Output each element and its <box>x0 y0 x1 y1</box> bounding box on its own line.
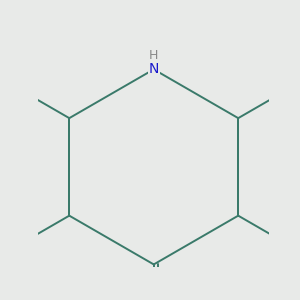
Text: H: H <box>149 49 158 62</box>
Text: N: N <box>148 62 159 76</box>
